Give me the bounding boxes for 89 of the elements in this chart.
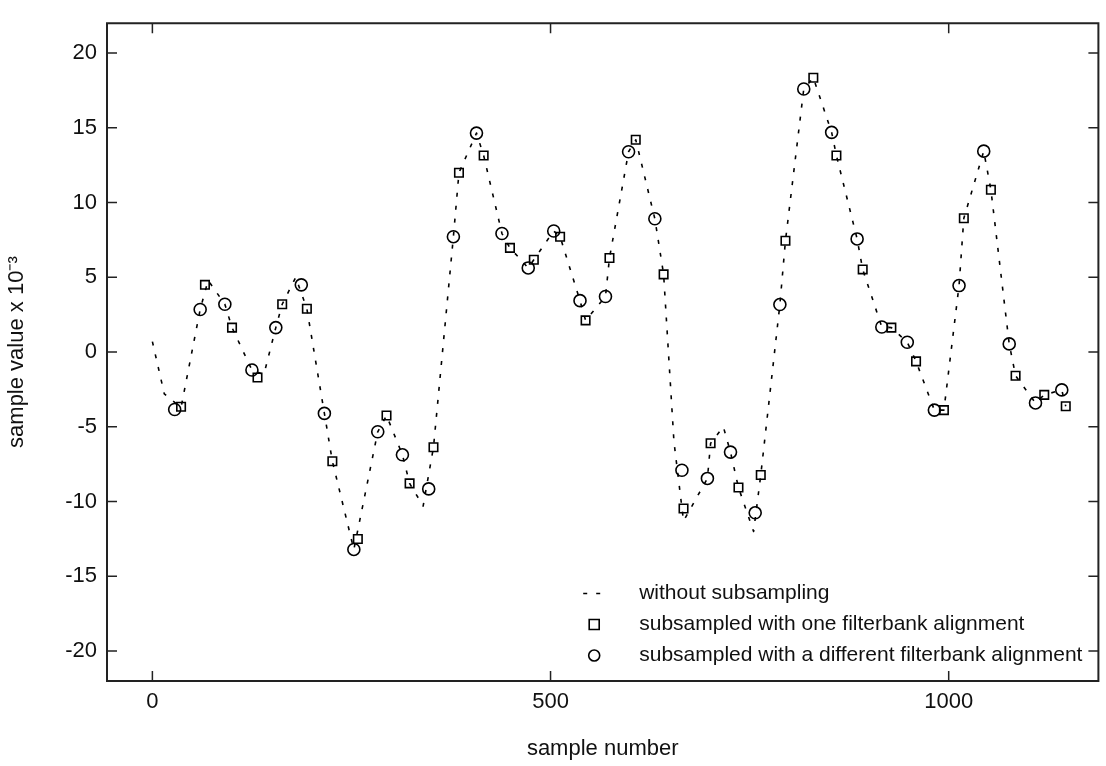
point (733, 482, 744, 493)
point (428, 442, 439, 453)
point (658, 269, 669, 280)
point (700, 471, 715, 486)
point (269, 320, 283, 335)
point (370, 424, 385, 439)
legend-label: subsampled with one filterbank alignment (639, 611, 1025, 635)
point (1002, 337, 1017, 351)
point (773, 297, 787, 312)
point (226, 322, 238, 333)
point (755, 469, 766, 481)
point (621, 144, 636, 159)
y-tick-label: 0 (84, 338, 97, 364)
point (301, 303, 312, 314)
point (938, 405, 949, 416)
point (218, 297, 232, 312)
point (1039, 389, 1050, 400)
point (723, 445, 738, 459)
point (317, 406, 332, 421)
point (446, 229, 461, 244)
point (875, 320, 889, 334)
point (886, 322, 897, 333)
point (521, 261, 536, 275)
point (705, 438, 716, 449)
point (952, 278, 966, 293)
y-tick-label: -10 (65, 487, 97, 513)
point (504, 242, 515, 253)
y-tick-label: -15 (65, 562, 97, 588)
point (327, 456, 338, 467)
point (555, 231, 566, 242)
point (678, 503, 689, 514)
point (900, 335, 915, 350)
point (976, 144, 991, 158)
point (421, 482, 436, 496)
point (850, 232, 864, 246)
point (911, 356, 922, 367)
point (648, 211, 662, 226)
point (199, 279, 210, 290)
x-tick-label: 500 (532, 688, 569, 714)
point (167, 402, 182, 417)
x-tick-label: 0 (146, 688, 159, 714)
point (294, 278, 309, 292)
point (831, 150, 842, 161)
point (528, 254, 539, 265)
point (469, 126, 484, 140)
point (780, 235, 791, 246)
y-tick-label: 20 (72, 39, 97, 65)
point (176, 401, 187, 412)
point (985, 184, 996, 195)
point (252, 372, 263, 383)
point (824, 125, 839, 140)
point (1060, 401, 1071, 412)
point (1028, 396, 1043, 410)
point (675, 463, 689, 478)
point (630, 134, 641, 145)
point (381, 410, 392, 421)
x-tick-label: 1000 (924, 688, 974, 714)
legend-label: subsampled with a different filterbank alignment (639, 642, 1083, 666)
point (796, 82, 811, 96)
point (1054, 383, 1069, 397)
point (573, 293, 587, 308)
point (580, 315, 591, 326)
point (352, 533, 363, 545)
legend-label: without subsampling (638, 580, 830, 604)
point (478, 150, 489, 161)
y-tick-label: 5 (84, 263, 97, 289)
point (1010, 370, 1021, 381)
y-axis-title: sample value x 10⁻³ (3, 256, 29, 448)
point (598, 289, 613, 304)
point (495, 226, 509, 241)
point (277, 299, 288, 310)
point (857, 264, 868, 275)
y-tick-label: 10 (72, 188, 97, 214)
point (453, 167, 465, 178)
y-tick-label: -5 (77, 412, 97, 438)
point (604, 253, 615, 264)
point (958, 213, 969, 224)
point (245, 363, 259, 377)
point (808, 72, 819, 83)
point (395, 448, 410, 462)
point (404, 478, 415, 489)
point (546, 224, 561, 238)
x-axis-title: sample number (526, 734, 679, 760)
point (927, 403, 942, 417)
y-tick-label: -20 (65, 637, 97, 663)
point (347, 542, 361, 557)
y-tick-label: 15 (72, 113, 97, 139)
point (193, 302, 207, 317)
point (748, 506, 762, 520)
